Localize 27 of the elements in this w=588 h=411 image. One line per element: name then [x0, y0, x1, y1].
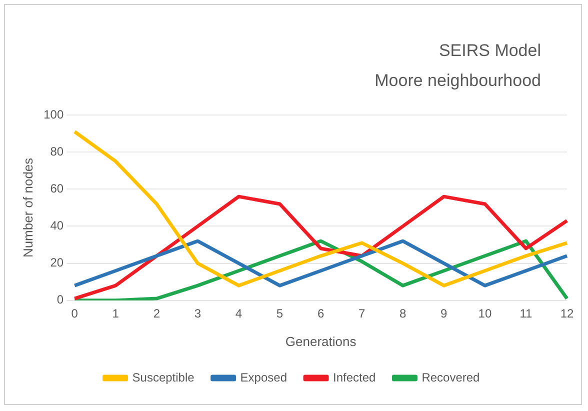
x-tick-label: 5 [276, 306, 284, 321]
legend-label: Infected [333, 370, 376, 384]
y-tick-label: 20 [50, 256, 64, 270]
x-tick-label: 2 [153, 306, 160, 321]
x-tick-label: 11 [520, 306, 533, 321]
x-tick-label: 3 [194, 306, 202, 321]
x-tick-label: 12 [560, 306, 574, 321]
x-tick-label: 4 [235, 306, 242, 321]
y-tick-label: 60 [50, 181, 64, 196]
x-tick-label: 7 [358, 306, 366, 321]
x-tick-label: 9 [440, 306, 448, 321]
y-tick-label: 40 [50, 218, 64, 233]
y-tick-label: 0 [56, 292, 64, 307]
legend-label: Susceptible [132, 370, 195, 384]
chart-title: SEIRS Model [438, 41, 541, 61]
x-axis-title: Generations [285, 334, 357, 349]
y-axis-title: Number of nodes [20, 157, 36, 258]
legend-label: Recovered [422, 370, 480, 384]
x-tick-label: 6 [317, 306, 324, 321]
x-tick-label: 0 [71, 306, 78, 321]
y-tick-label: 100 [44, 107, 64, 122]
chart-subtitle: Moore neighbourhood [374, 71, 541, 91]
x-tick-label: 10 [478, 306, 492, 321]
legend-label: Exposed [240, 370, 288, 384]
y-tick-label: 80 [50, 144, 64, 158]
x-tick-label: 1 [112, 306, 120, 321]
x-tick-label: 8 [400, 306, 407, 321]
